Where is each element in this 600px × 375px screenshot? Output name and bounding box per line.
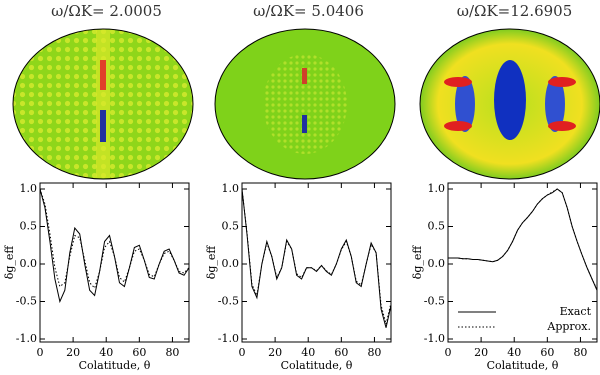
legend-label: Exact [560, 305, 592, 318]
legend-label: Approx. [546, 320, 591, 333]
x-tick-label: 0 [445, 346, 452, 359]
y-tick-label: 0.0 [428, 257, 446, 270]
data-line [241, 188, 392, 328]
y-tick-label: 0.0 [222, 257, 240, 270]
plot-frame [241, 182, 392, 343]
x-axis-label: Colatitude, θ [281, 359, 353, 372]
x-tick-label: 80 [573, 346, 587, 359]
map-2-feature [302, 115, 307, 133]
data-line [241, 188, 392, 325]
y-axis-label: δg_eff [205, 245, 218, 280]
y-tick-label: 1.0 [20, 182, 38, 195]
y-axis-label: δg_eff [411, 245, 424, 280]
y-tick-label: -1.0 [218, 332, 239, 345]
chart-title: ω/ΩK= 5.0406 [253, 2, 364, 20]
map-3-feature [444, 77, 472, 87]
map-2-feature [302, 68, 307, 84]
x-tick-label: 20 [474, 346, 488, 359]
data-line [39, 188, 190, 304]
x-tick-label: 60 [540, 346, 554, 359]
x-tick-label: 60 [334, 346, 348, 359]
plot-frame [39, 182, 190, 343]
x-tick-label: 20 [66, 346, 80, 359]
x-tick-label: 40 [507, 346, 521, 359]
y-tick-label: 1.0 [428, 182, 446, 195]
x-tick-label: 80 [165, 346, 179, 359]
x-tick-label: 40 [301, 346, 315, 359]
x-axis-label: Colatitude, θ [79, 359, 151, 372]
map-1-feature [100, 60, 106, 90]
x-tick-label: 20 [268, 346, 282, 359]
map-3-feature [548, 121, 576, 131]
data-line [448, 188, 598, 291]
map-3-feature [455, 76, 475, 132]
map-1-band [96, 30, 110, 178]
y-tick-label: 1.0 [222, 182, 240, 195]
map-3-feature [548, 77, 576, 87]
data-line [39, 188, 190, 289]
map-3-feature [494, 60, 526, 140]
y-tick-label: -0.5 [424, 295, 445, 308]
y-tick-label: 0.0 [20, 257, 38, 270]
y-tick-label: -0.5 [218, 295, 239, 308]
y-tick-label: 0.5 [20, 220, 38, 233]
y-tick-label: -1.0 [16, 332, 37, 345]
x-tick-label: 60 [132, 346, 146, 359]
chart-title: ω/ΩK= 2.0005 [51, 2, 162, 20]
map-2-pattern [263, 54, 347, 154]
x-tick-label: 0 [37, 346, 44, 359]
y-tick-label: 0.5 [222, 220, 240, 233]
plot-frame [447, 182, 598, 343]
y-tick-label: -1.0 [424, 332, 445, 345]
x-tick-label: 0 [239, 346, 246, 359]
data-line [448, 188, 598, 290]
y-axis-label: δg_eff [3, 245, 16, 280]
map-panels [12, 28, 600, 180]
map-3-feature [545, 76, 565, 132]
x-tick-label: 40 [99, 346, 113, 359]
y-tick-label: -0.5 [16, 295, 37, 308]
x-tick-label: 80 [367, 346, 381, 359]
x-axis-label: Colatitude, θ [487, 359, 559, 372]
chart-title: ω/ΩK=12.6905 [457, 2, 573, 20]
map-1-feature [100, 110, 106, 142]
map-3-feature [444, 121, 472, 131]
y-tick-label: 0.5 [428, 220, 446, 233]
